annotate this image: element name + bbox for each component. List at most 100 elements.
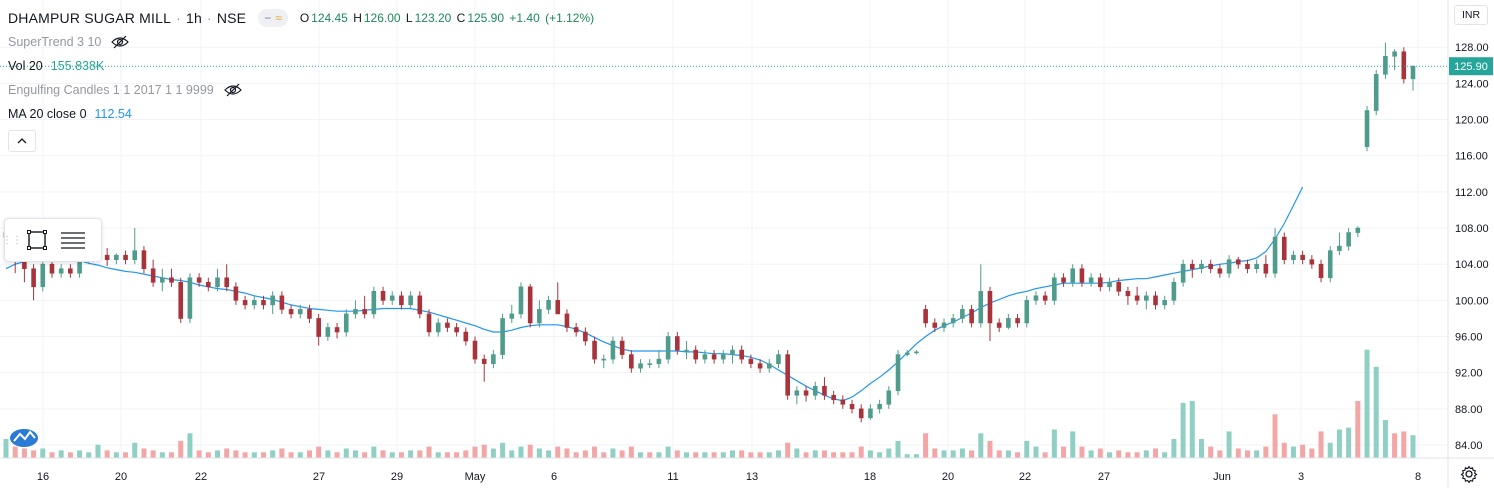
candle-body — [1226, 259, 1232, 274]
indicator-ma[interactable]: MA 20 close 0 112.54 — [8, 102, 596, 126]
candle-body — [104, 254, 110, 260]
candle-body — [454, 327, 459, 333]
volume-bar — [601, 452, 607, 458]
volume-bar — [1401, 431, 1407, 458]
candle-body — [849, 404, 855, 410]
volume-bar — [785, 442, 791, 458]
candle-body — [1364, 110, 1370, 147]
symbol-name[interactable]: DHAMPUR SUGAR MILL — [8, 10, 172, 26]
candle-body — [1318, 263, 1324, 279]
candle-body — [665, 336, 671, 360]
y-tick-label: 128.00 — [1455, 42, 1489, 54]
candle-body — [224, 277, 230, 288]
volume-bar — [1382, 420, 1388, 458]
eye-slash-icon[interactable] — [223, 83, 242, 97]
candle-body — [546, 300, 551, 310]
x-tick-label: 29 — [391, 471, 403, 483]
candle-body — [684, 349, 689, 352]
volume-bar — [463, 450, 469, 458]
volume-bar — [1134, 452, 1140, 458]
volume-bar — [610, 448, 616, 458]
candle-body — [270, 295, 275, 306]
volume-bar — [913, 454, 919, 458]
volume-bar — [729, 450, 735, 458]
candle-body — [720, 354, 726, 360]
indicator-volume[interactable]: Vol 20 155.838K — [8, 54, 596, 78]
high-value: 126.00 — [363, 11, 401, 25]
candle-body — [730, 349, 735, 355]
candle-body — [353, 309, 358, 315]
candle-body — [1070, 268, 1076, 283]
settings-lines-button[interactable] — [55, 222, 91, 258]
candle-body — [785, 354, 790, 396]
candle-body — [950, 318, 956, 324]
candle-body — [31, 268, 36, 288]
drag-handle-icon[interactable]: ⋮⋮ — [2, 234, 22, 246]
wave-icon[interactable]: ≈ — [275, 11, 282, 25]
eye-slash-icon[interactable] — [111, 35, 130, 49]
compare-pill[interactable]: − ≈ — [258, 9, 288, 27]
volume-bar — [1125, 452, 1131, 458]
volume-bar — [352, 450, 358, 458]
candle-body — [868, 408, 873, 419]
volume-bar — [1235, 448, 1241, 458]
gear-icon[interactable] — [1460, 465, 1478, 484]
candle-body — [435, 322, 441, 333]
candle-body — [150, 268, 156, 283]
collapse-legend-button[interactable] — [8, 130, 36, 152]
candle-body — [49, 263, 55, 274]
tradingview-logo-icon[interactable] — [8, 424, 40, 448]
candle-body — [629, 354, 634, 369]
minus-icon[interactable]: − — [264, 11, 272, 25]
candle-body — [178, 281, 184, 319]
candle-body — [509, 313, 515, 319]
indicator-supertrend[interactable]: SuperTrend 3 10 — [8, 30, 596, 54]
volume-bar — [398, 452, 404, 458]
volume-bar — [1042, 452, 1048, 458]
volume-bar — [1327, 442, 1333, 458]
volume-bar — [1300, 444, 1306, 458]
currency-button[interactable]: INR — [1454, 5, 1488, 25]
volume-bar — [481, 444, 487, 458]
interval-label[interactable]: 1h — [185, 10, 202, 26]
x-tick-label: May — [465, 471, 486, 483]
candle-body — [831, 394, 836, 401]
candle-body — [1291, 254, 1296, 260]
indicator-engulfing[interactable]: Engulfing Candles 1 1 2017 1 1 9999 — [8, 78, 596, 102]
volume-bar — [573, 452, 579, 458]
y-tick-label: 100.00 — [1455, 295, 1489, 307]
candle-body — [858, 408, 864, 419]
candle-body — [491, 354, 496, 364]
volume-bar — [1217, 450, 1223, 458]
rectangle-tool-button[interactable] — [19, 222, 55, 258]
symbol-row: DHAMPUR SUGAR MILL · 1h · NSE − ≈ O 124.4… — [8, 6, 596, 30]
volume-bar — [1392, 433, 1398, 458]
volume-bar — [1070, 431, 1076, 458]
candle-body — [215, 277, 220, 288]
candle-body — [1162, 300, 1168, 306]
volume-bar — [564, 448, 570, 458]
x-tick-label: 6 — [551, 471, 557, 483]
volume-bar — [803, 452, 809, 458]
candle-body — [325, 327, 331, 337]
candle-body — [564, 313, 570, 328]
y-tick-label: 108.00 — [1455, 223, 1489, 235]
volume-bar — [196, 450, 202, 458]
lines-settings-icon — [61, 232, 85, 249]
candle-body — [766, 363, 772, 369]
candle-body — [1088, 277, 1094, 283]
volume-bar — [40, 448, 46, 458]
volume-bars — [3, 349, 1416, 458]
candle-body — [923, 309, 928, 324]
volume-bar — [343, 448, 349, 458]
candle-body — [279, 295, 285, 310]
volume-bar — [1033, 446, 1039, 458]
volume-bar — [904, 454, 910, 458]
x-tick-label: 8 — [1415, 471, 1421, 483]
x-tick-label: Jun — [1213, 471, 1231, 483]
candle-body — [803, 390, 809, 396]
candle-body — [886, 390, 892, 405]
candle-body — [812, 385, 818, 396]
volume-bar — [362, 452, 368, 458]
floating-drawing-toolbar[interactable]: ⋮⋮ — [2, 218, 102, 262]
